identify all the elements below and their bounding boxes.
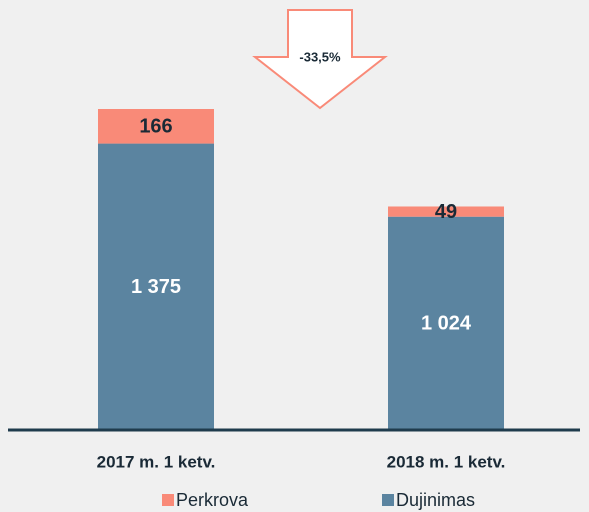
change-arrow — [252, 9, 388, 110]
bar-segment — [98, 109, 214, 144]
bar-segment — [388, 206, 504, 217]
legend-label: Perkrova — [176, 490, 249, 510]
x-tick-label: 2017 m. 1 ketv. — [97, 452, 216, 471]
data-label: 49 — [435, 201, 457, 223]
data-label: 1 024 — [421, 313, 472, 335]
legend-label: Dujinimas — [396, 490, 475, 510]
change-annotation: -33,5% — [299, 49, 341, 64]
bar-segment — [98, 143, 214, 430]
bar-segment — [388, 216, 504, 430]
legend-swatch — [382, 494, 394, 506]
legend-swatch — [162, 494, 174, 506]
data-label: 1 375 — [131, 276, 181, 298]
data-label: 166 — [139, 116, 172, 138]
x-tick-label: 2018 m. 1 ketv. — [387, 452, 506, 471]
